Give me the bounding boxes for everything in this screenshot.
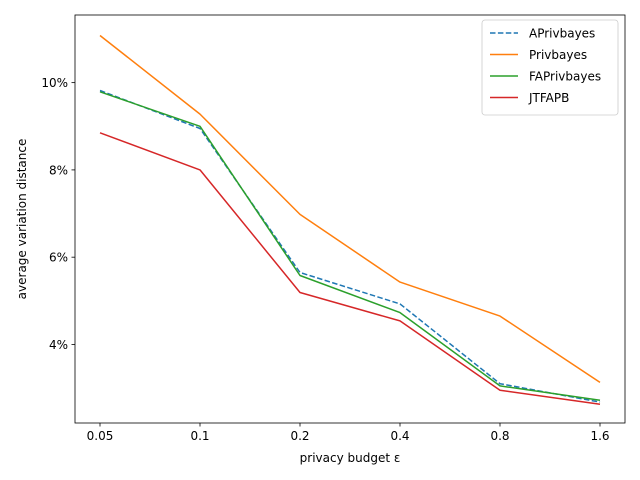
y-tick-label: 6%	[49, 251, 68, 265]
legend-label: APrivbayes	[529, 27, 595, 41]
legend: APrivbayes Privbayes FAPrivbayes JTFAPB	[481, 19, 619, 116]
y-tick-label: 8%	[49, 163, 68, 177]
series-line-jtfapb	[99, 132, 601, 405]
plot-lines	[99, 34, 601, 405]
legend-frame	[481, 19, 619, 116]
y-tick-label: 10%	[41, 76, 68, 90]
y-axis-label: average variation distance	[15, 139, 29, 300]
legend-label: FAPrivbayes	[529, 70, 601, 84]
x-tick-label: 0.05	[87, 429, 114, 443]
x-tick-label: 0.1	[190, 429, 209, 443]
axes-frame	[74, 14, 626, 424]
y-axis-ticks: 4% 6% 8% 10%	[41, 76, 75, 352]
x-tick-label: 1.6	[590, 429, 609, 443]
x-tick-label: 0.4	[390, 429, 409, 443]
series-line-privbayes	[99, 34, 601, 384]
y-tick-label: 4%	[49, 338, 68, 352]
x-tick-label: 0.8	[490, 429, 509, 443]
legend-label: Privbayes	[529, 48, 587, 62]
x-tick-label: 0.2	[290, 429, 309, 443]
x-axis-ticks: 0.05 0.1 0.2 0.4 0.8 1.6	[87, 423, 610, 443]
series-line-faprivbayes	[99, 91, 601, 402]
series-line-aprivbayes	[99, 89, 601, 403]
legend-label: JTFAPB	[528, 91, 569, 105]
x-axis-label: privacy budget ε	[300, 451, 401, 465]
